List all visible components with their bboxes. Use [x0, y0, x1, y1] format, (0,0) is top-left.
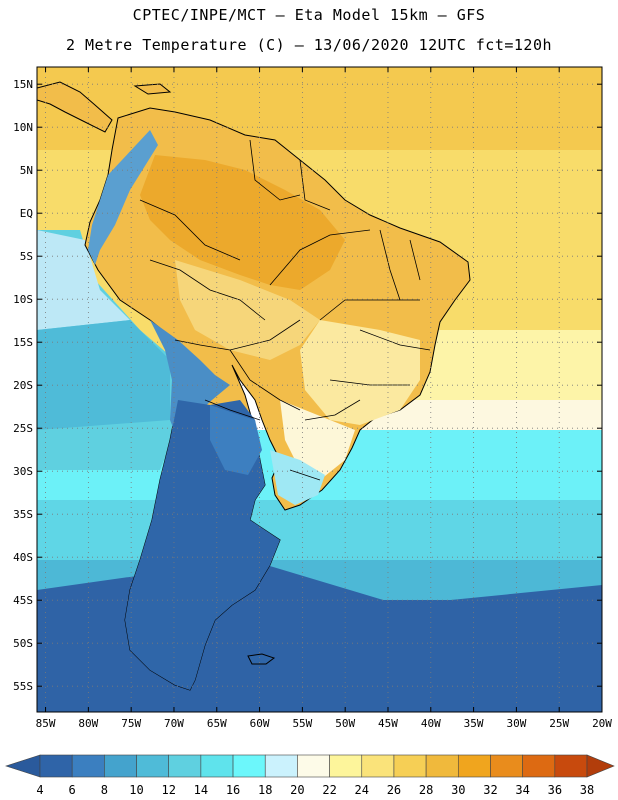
lon-label: 75W	[121, 717, 141, 730]
colorbar-high-arrow	[586, 754, 615, 778]
andes-cold-strip	[88, 130, 158, 265]
map-title-line-2: 2 Metre Temperature (C) – 13/06/2020 12U…	[65, 36, 553, 54]
map-field	[37, 67, 602, 712]
country-borders	[139, 139, 431, 481]
pacific-light-zone	[37, 230, 130, 330]
lon-label: 30W	[506, 717, 526, 730]
lat-label: 25S	[13, 422, 33, 435]
lat-label: 5N	[20, 164, 33, 177]
lon-label: 25W	[549, 717, 569, 730]
colorbar-label: 30	[451, 783, 465, 797]
central-andes-cold	[150, 320, 230, 440]
lon-label: 85W	[36, 717, 56, 730]
lat-label: 40S	[13, 551, 33, 564]
colorbar-label: 36	[548, 783, 562, 797]
colorbar-swatch	[200, 754, 234, 778]
map-title-line-1: CPTEC/INPE/MCT – Eta Model 15km – GFS	[132, 6, 486, 24]
colorbar-swatch	[425, 754, 459, 778]
colorbar-label: 34	[515, 783, 529, 797]
colorbar-label: 20	[290, 783, 304, 797]
lat-lon-grid	[37, 67, 602, 712]
caribbean-island	[133, 83, 172, 95]
lat-label: 15S	[13, 336, 33, 349]
brazil-highlands-warm	[300, 320, 420, 425]
colorbar-label: 10	[129, 783, 143, 797]
axis-ticks	[37, 67, 603, 712]
colorbar-swatch	[71, 754, 105, 778]
colorbar-label: 24	[355, 783, 369, 797]
lat-label: 5S	[20, 250, 33, 263]
colorbar-swatch	[554, 754, 588, 778]
colorbar-label: 26	[387, 783, 401, 797]
lat-label: 10N	[13, 121, 33, 134]
lat-label: 30S	[13, 465, 33, 478]
colorbar-label: 4	[36, 783, 43, 797]
lat-label: 35S	[13, 508, 33, 521]
southern-brazil-cyan	[270, 450, 325, 505]
colorbar-swatch	[490, 754, 523, 778]
colorbar-swatch	[522, 754, 556, 778]
colorbar-label: 6	[69, 783, 76, 797]
map-frame	[36, 66, 603, 713]
longitude-labels: 85W 80W 75W 70W 65W 60W 55W 50W 45W 40W 35W 30W 25W 2…	[36, 717, 613, 730]
lon-label: 20W	[592, 717, 612, 730]
lat-label: 20S	[13, 379, 33, 392]
colorbar-swatch	[136, 754, 170, 778]
lon-label: 55W	[292, 717, 312, 730]
colorbar-label: 28	[419, 783, 433, 797]
colorbar-label: 16	[226, 783, 240, 797]
colorbar-label: 8	[101, 783, 108, 797]
lat-label: 15N	[13, 78, 33, 91]
colorbar-label: 12	[161, 783, 175, 797]
amazon-hot-region	[140, 155, 345, 290]
colorbar-swatch	[168, 754, 202, 778]
pacific-cyan-zone	[37, 320, 170, 430]
colorbar-label: 18	[258, 783, 272, 797]
colorbar-label: 38	[580, 783, 594, 797]
lon-label: 80W	[78, 717, 98, 730]
colorbar-swatch	[457, 754, 491, 778]
lat-label: EQ	[20, 207, 33, 220]
lon-label: 70W	[164, 717, 184, 730]
colorbar-swatch	[361, 754, 395, 778]
lon-label: 40W	[421, 717, 441, 730]
lat-label: 50S	[13, 637, 33, 650]
colorbar-low-arrow	[5, 754, 41, 778]
colorbar-swatch	[232, 754, 266, 778]
colorbar-swatch	[329, 754, 363, 778]
colorbar-swatch	[297, 754, 330, 778]
lat-label: 10S	[13, 293, 33, 306]
lon-label: 50W	[335, 717, 355, 730]
latitude-labels: 15N 10N 5N EQ 5S 10S 15S 20S 25S 30S 35S 40S 45S 50S 5…	[13, 78, 33, 693]
lon-label: 60W	[250, 717, 270, 730]
lat-label: 45S	[13, 594, 33, 607]
central-warm-region	[175, 260, 320, 360]
lat-label: 55S	[13, 680, 33, 693]
colorbar-label: 32	[483, 783, 497, 797]
colorbar-swatch	[39, 754, 73, 778]
lon-label: 65W	[207, 717, 227, 730]
colorbar-label: 22	[322, 783, 336, 797]
colorbar-label: 14	[194, 783, 208, 797]
colorbar-swatch	[104, 754, 137, 778]
colorbar-swatch	[264, 754, 298, 778]
lon-label: 35W	[464, 717, 484, 730]
lon-label: 45W	[378, 717, 398, 730]
pampas-mid-region	[210, 405, 262, 475]
colorbar-swatch	[393, 754, 427, 778]
falkland-islands	[247, 653, 276, 665]
